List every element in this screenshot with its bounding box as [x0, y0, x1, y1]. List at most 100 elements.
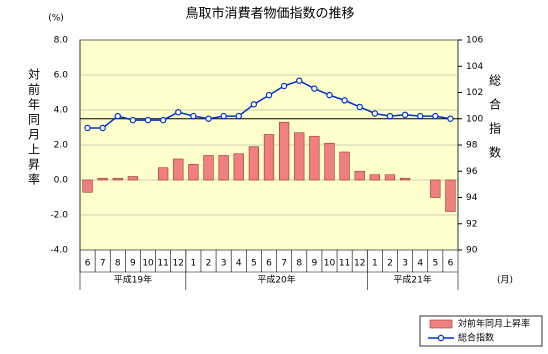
x-tick-label: 4 [236, 259, 242, 269]
y2-tick-label: 102 [466, 88, 483, 98]
y-tick-label: 8.0 [54, 36, 69, 46]
x-tick-label: 8 [115, 259, 121, 269]
marker [371, 110, 379, 117]
y2-tick-label: 100 [466, 114, 483, 124]
x-tick-label: 7 [100, 259, 106, 269]
marker [114, 112, 122, 120]
y-tick-label: -2.0 [50, 211, 68, 221]
group-label: 平成21年 [393, 274, 431, 286]
marker [432, 112, 439, 120]
legend-label: 総合指数 [458, 332, 494, 344]
y2-tick-label: 96 [466, 167, 478, 177]
legend-marker [437, 334, 445, 342]
x-tick-label: 9 [311, 259, 317, 269]
marker [220, 112, 227, 120]
bar [218, 155, 229, 181]
group-label: 平成20年 [257, 274, 295, 286]
y2-tick-label: 94 [466, 193, 478, 203]
marker [235, 112, 242, 120]
bar [294, 132, 305, 181]
x-tick-label: 2 [206, 259, 212, 269]
x-tick-label: 4 [417, 259, 423, 269]
x-tick-label: 2 [387, 259, 393, 269]
x-tick-label: 1 [372, 259, 378, 269]
chart-title: 鳥取市消費者物価指数の推移 [185, 6, 354, 22]
marker [356, 103, 363, 111]
bar [278, 121, 290, 181]
marker [447, 115, 454, 122]
y-tick-label: 2.0 [54, 141, 69, 151]
marker [417, 112, 424, 120]
marker [250, 101, 258, 108]
marker [326, 91, 333, 99]
x-tick-label: 10 [324, 259, 336, 269]
marker [99, 124, 106, 132]
bar [263, 134, 275, 181]
y2-tick-label: 90 [466, 246, 478, 256]
bar [173, 158, 184, 181]
bar [112, 177, 123, 181]
marker [159, 116, 167, 124]
bar [97, 177, 108, 181]
marker [144, 116, 152, 124]
x-tick-label: 5 [432, 259, 438, 269]
y2-tick-label: 104 [466, 62, 483, 72]
y-tick-label: 6.0 [54, 71, 69, 81]
bar [309, 135, 320, 181]
bar [158, 167, 169, 181]
legend-swatch [429, 319, 453, 329]
bar [445, 179, 456, 212]
marker [265, 91, 273, 99]
x-tick-label: 10 [142, 259, 154, 269]
x-tick-label: 7 [281, 259, 287, 269]
x-tick-label: 3 [221, 259, 227, 269]
x-unit: (月) [497, 275, 513, 286]
marker [401, 111, 409, 119]
x-tick-label: 3 [402, 259, 408, 269]
x-tick-label: 6 [85, 259, 91, 269]
x-tick-label: 12 [173, 259, 184, 269]
bar [339, 151, 350, 181]
marker [280, 82, 288, 90]
marker [175, 108, 182, 116]
x-tick-label: 6 [448, 259, 454, 269]
bar [233, 153, 244, 181]
x-tick-label: 8 [296, 259, 302, 269]
marker [129, 116, 137, 124]
y2-label: 総合指数 [488, 74, 502, 170]
x-tick-label: 11 [157, 259, 168, 269]
bar [188, 163, 199, 181]
bar [384, 174, 396, 181]
marker [386, 112, 394, 120]
bar [399, 177, 411, 181]
marker [190, 112, 197, 120]
y-tick-label: 0.0 [54, 176, 69, 186]
x-tick-label: 12 [354, 259, 365, 269]
x-tick-label: 9 [130, 259, 136, 269]
bar [82, 179, 93, 193]
bar [324, 142, 335, 181]
x-tick-label: 5 [251, 259, 257, 269]
marker [311, 85, 318, 92]
bar [369, 174, 380, 181]
y2-tick-label: 98 [466, 141, 478, 151]
y-tick-label: -4.0 [50, 246, 68, 256]
marker [84, 124, 91, 132]
legend-label: 対前年同月上昇率 [458, 318, 530, 330]
marker [341, 97, 348, 104]
y2-tick-label: 92 [466, 219, 477, 229]
bar [354, 170, 365, 181]
y-tick-label: 4.0 [54, 106, 69, 116]
x-tick-label: 6 [266, 259, 272, 269]
bar [430, 179, 441, 198]
y-unit: (%) [48, 14, 64, 24]
y-label: 対前年同月上昇率 [27, 68, 41, 188]
y2-tick-label: 106 [466, 36, 483, 46]
bar [127, 176, 139, 181]
x-tick-label: 11 [339, 259, 350, 269]
group-label: 平成19年 [114, 274, 152, 286]
x-tick-label: 1 [191, 259, 197, 269]
bar [248, 146, 260, 181]
marker [205, 115, 212, 122]
